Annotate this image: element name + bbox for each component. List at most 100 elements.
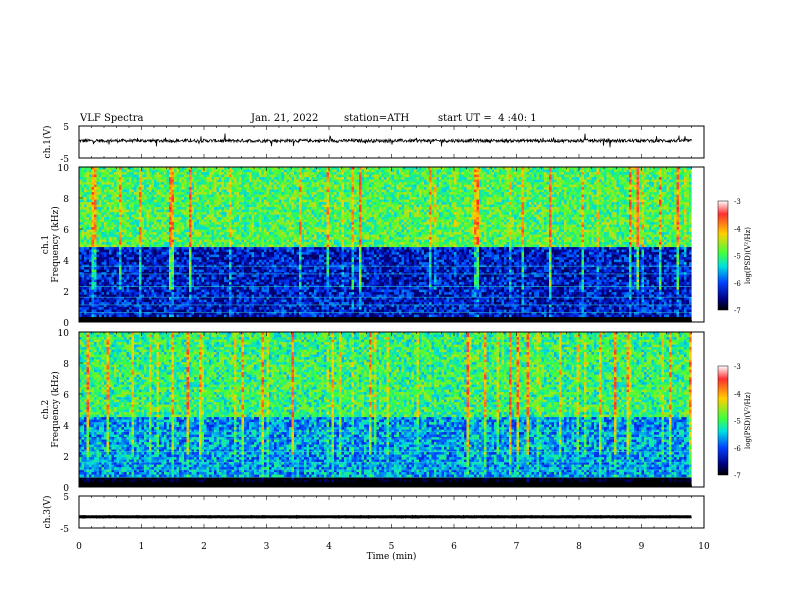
spectrogram-cell [184, 182, 187, 185]
spectrogram-cell [87, 257, 90, 260]
spectrogram-cell [174, 187, 177, 190]
spectrogram-cell [197, 182, 200, 185]
spectrogram-cell [229, 275, 232, 278]
spectrogram-cell [97, 265, 100, 268]
spectrogram-cell [204, 190, 207, 193]
spectrogram-cell [97, 187, 100, 190]
spectrogram-cell [122, 197, 125, 200]
spectrogram-cell [259, 212, 262, 215]
spectrogram-cell [272, 170, 275, 173]
spectrogram-cell [157, 275, 160, 278]
spectrogram-cell [239, 285, 242, 288]
spectrogram-cell [219, 307, 222, 310]
spectrogram-cell [109, 252, 112, 255]
spectrogram-cell [227, 235, 230, 238]
spectrogram-cell [92, 222, 95, 225]
spectrogram-cell [259, 260, 262, 263]
spectrogram-cell [144, 237, 147, 240]
spectrogram-cell [257, 200, 260, 203]
spectrogram-cell [189, 290, 192, 293]
spectrogram-cell [84, 215, 87, 218]
spectrogram-cell [169, 242, 172, 245]
spectrogram-cell [167, 230, 170, 233]
spectrogram-cell [254, 187, 257, 190]
spectrogram-cell [92, 202, 95, 205]
spectrogram-cell [249, 280, 252, 283]
spectrogram-cell [112, 310, 115, 313]
spectrogram-cell [197, 250, 200, 253]
spectrogram-cell [192, 260, 195, 263]
spectrogram-cell [257, 267, 260, 270]
spectrogram-cell [237, 187, 240, 190]
spectrogram-cell [182, 315, 185, 318]
spectrogram-cell [82, 180, 85, 183]
spectrogram-cell [262, 180, 265, 183]
spectrogram-cell [219, 232, 222, 235]
spectrogram-cell [182, 190, 185, 193]
spectrogram-cell [262, 217, 265, 220]
spectrogram-cell [152, 200, 155, 203]
spectrogram-cell [99, 172, 102, 175]
spectrogram-cell [177, 182, 180, 185]
spectrogram-cell [199, 232, 202, 235]
spectrogram-cell [204, 182, 207, 185]
spectrogram-cell [137, 232, 140, 235]
spectrogram-cell [142, 282, 145, 285]
spectrogram-cell [134, 175, 137, 178]
spectrogram-cell [217, 255, 220, 258]
spectrogram-cell [174, 182, 177, 185]
spectrogram-cell [169, 290, 172, 293]
spectrogram-cell [217, 227, 220, 230]
spectrogram-cell [234, 250, 237, 253]
spectrogram-cell [167, 235, 170, 238]
spectrogram-cell [174, 177, 177, 180]
spectrogram-cell [167, 302, 170, 305]
spectrogram-cell [127, 215, 130, 218]
spectrogram-cell [139, 180, 142, 183]
spectrogram-cell [209, 192, 212, 195]
spectrogram-cell [104, 227, 107, 230]
spectrogram-cell [229, 217, 232, 220]
spectrogram-cell [127, 195, 130, 198]
spectrogram-cell [117, 200, 120, 203]
spectrogram-cell [172, 287, 175, 290]
spectrogram-cell [214, 257, 217, 260]
spectrogram-cell [192, 275, 195, 278]
spectrogram-cell [204, 195, 207, 198]
spectrogram-cell [202, 195, 205, 198]
spectrogram-cell [104, 220, 107, 223]
spectrogram-cell [249, 257, 252, 260]
spectrogram-cell [99, 192, 102, 195]
spectrogram-cell [249, 210, 252, 213]
spectrogram-cell [219, 257, 222, 260]
spectrogram-cell [122, 230, 125, 233]
spectrogram-cell [222, 227, 225, 230]
spectrogram-cell [267, 242, 270, 245]
spectrogram-cell [252, 210, 255, 213]
spectrogram-cell [164, 210, 167, 213]
spectrogram-cell [244, 307, 247, 310]
spectrogram-cell [239, 262, 242, 265]
spectrogram-cell [197, 172, 200, 175]
spectrogram-cell [224, 215, 227, 218]
spectrogram-cell [202, 187, 205, 190]
spectrogram-cell [227, 282, 230, 285]
spectrogram-cell [169, 247, 172, 250]
spectrogram-cell [254, 230, 257, 233]
spectrogram-cell [199, 210, 202, 213]
spectrogram-cell [119, 250, 122, 253]
spectrogram-cell [124, 315, 127, 318]
spectrogram-cell [249, 315, 252, 318]
spectrogram-cell [147, 205, 150, 208]
spectrogram-cell [177, 247, 180, 250]
spectrogram-cell [99, 307, 102, 310]
spectrogram-cell [94, 222, 97, 225]
spectrogram-cell [202, 315, 205, 318]
spectrogram-cell [172, 255, 175, 258]
spectrogram-cell [192, 277, 195, 280]
spectrogram-cell [264, 292, 267, 295]
spectrogram-cell [184, 262, 187, 265]
spectrogram-cell [269, 275, 272, 278]
spectrogram-cell [159, 275, 162, 278]
spectrogram-cell [159, 257, 162, 260]
